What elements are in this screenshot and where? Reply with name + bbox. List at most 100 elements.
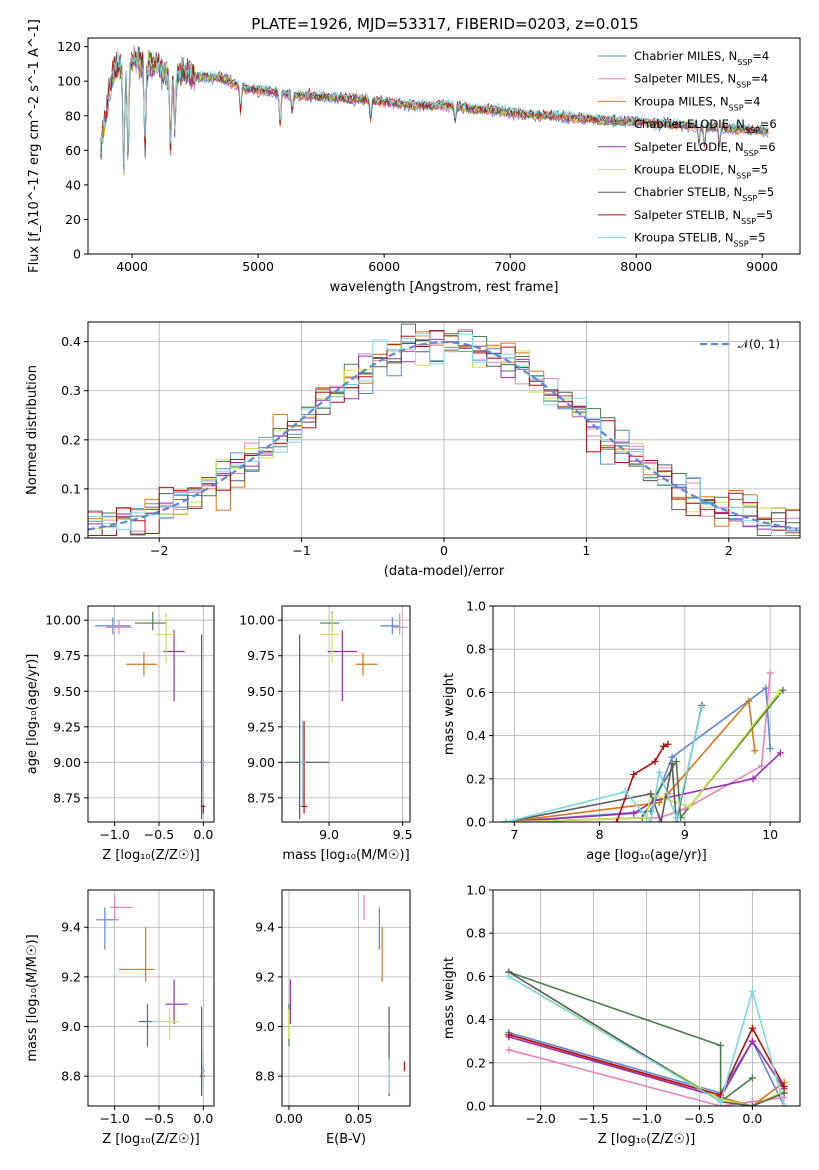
legend-count: =5: [751, 163, 768, 177]
data-point-marker: [717, 1098, 725, 1106]
y-tick-label: 120: [57, 39, 81, 54]
mass-weight-line: [508, 1033, 785, 1106]
y-tick-label: 0.2: [466, 1055, 486, 1070]
mass-weight-line: [508, 975, 785, 1106]
x-axis-label: Z [log₁₀(Z/Z☉)]: [102, 1132, 199, 1147]
x-axis-label: age [log₁₀(age/yr)]: [586, 848, 707, 863]
y-tick-label: 0.0: [466, 1099, 486, 1114]
panel-mass_vs_Z: −1.0 −0.5 0.0 8.8 9.0 9.2 9.4 Z [log₁₀(Z/Z☉)] ma…: [25, 889, 215, 1147]
legend-subscript: SSP: [734, 239, 749, 248]
legend-subscript: SSP: [736, 171, 751, 180]
y-tick-label: 8.8: [255, 1069, 275, 1084]
data-point-marker: [660, 742, 668, 750]
data-point-marker: [766, 745, 774, 753]
data-point-marker: [502, 818, 510, 822]
legend-count: =6: [760, 117, 777, 131]
axes-frame: [281, 605, 411, 823]
x-tick-label: 0.05: [345, 1111, 373, 1126]
data-point-marker: [630, 770, 638, 778]
data-point-marker: [655, 768, 663, 776]
x-tick-label: −0.5: [684, 1111, 714, 1126]
data-point-marker: [745, 697, 753, 705]
x-tick-label: −1.0: [631, 1111, 661, 1126]
mass-weight-line: [508, 971, 753, 1104]
data-point-marker: [685, 803, 693, 811]
axes-frame: [492, 605, 801, 823]
y-tick-label: 10.00: [45, 613, 81, 628]
y-tick-label: 0.2: [61, 432, 81, 447]
x-axis-label: (data-model)/error: [384, 564, 505, 579]
y-axis-label: age [log₁₀(age/yr)]: [25, 654, 40, 775]
data-point-marker: [505, 972, 513, 980]
data-point-marker: [505, 1031, 513, 1039]
data-point-marker: [748, 988, 756, 996]
legend-entry: Chabrier ELODIE, NSSP=6: [634, 117, 777, 135]
x-tick-label: −1.0: [99, 1111, 129, 1126]
y-tick-label: 9.25: [53, 719, 81, 734]
y-tick-label: 0: [73, 247, 81, 262]
data-point-marker: [780, 1083, 788, 1091]
mass-weight-line: [508, 1036, 785, 1099]
x-tick-label: 7: [510, 827, 518, 842]
legend-count: =5: [749, 231, 766, 245]
y-tick-label: 0.6: [466, 969, 486, 984]
plot-area: [505, 968, 788, 1106]
legend-count: =5: [757, 185, 774, 199]
legend-entry: Salpeter STELIB, NSSP=5: [634, 208, 773, 226]
data-point-marker: [657, 818, 665, 822]
data-point-marker: [647, 790, 655, 798]
x-axis-label: E(B-V): [326, 1132, 366, 1147]
y-tick-label: 9.2: [255, 969, 275, 984]
y-tick-label: 9.2: [61, 969, 81, 984]
y-axis-label: Normed distribution: [25, 365, 40, 495]
y-axis-label: mass weight: [442, 673, 457, 755]
x-tick-label: 9000: [746, 259, 778, 274]
y-tick-label: 10.00: [239, 613, 275, 628]
legend-subscript: SSP: [742, 194, 757, 203]
data-point-marker: [780, 1102, 788, 1106]
y-tick-label: 100: [57, 74, 81, 89]
x-tick-label: 6000: [368, 259, 400, 274]
x-tick-label: −1.0: [99, 827, 129, 842]
legend-entry: Salpeter ELODIE, NSSP=6: [634, 140, 776, 158]
legend-entry: 𝒩(0, 1): [738, 337, 780, 351]
x-tick-label: 9.0: [319, 827, 339, 842]
data-point-marker: [505, 1046, 513, 1054]
y-tick-label: 0.8: [466, 642, 486, 657]
y-tick-label: 0.4: [61, 334, 81, 349]
plot-area: [95, 894, 206, 1097]
y-tick-label: 0.3: [61, 383, 81, 398]
plot-area: [100, 44, 769, 176]
x-tick-label: −1: [292, 543, 310, 558]
y-tick-label: 8.75: [247, 790, 275, 805]
y-tick-label: 9.0: [255, 1019, 275, 1034]
x-tick-label: 7000: [494, 259, 526, 274]
legend-subscript: SSP: [729, 103, 744, 112]
mass-weight-line: [505, 707, 703, 822]
data-point-marker: [748, 1024, 756, 1032]
mass-weight-line: [508, 1026, 785, 1097]
x-tick-label: −0.5: [144, 1111, 174, 1126]
legend-entry: Chabrier STELIB, NSSP=5: [634, 185, 774, 203]
data-point-marker: [775, 688, 783, 696]
histogram-series: [88, 330, 800, 536]
data-point-marker: [668, 753, 676, 761]
x-tick-label: 9: [681, 827, 689, 842]
data-point-marker: [613, 818, 621, 822]
y-tick-label: 9.50: [53, 684, 81, 699]
y-tick-label: 8.75: [53, 790, 81, 805]
legend-subscript: SSP: [741, 216, 756, 225]
panel-residuals: 𝒩(0, 1) −2 −1 0 1 2 0.0 0.1 0.2 0.3 0.4 (data-model…: [25, 321, 801, 579]
x-tick-label: 4000: [116, 259, 148, 274]
y-tick-label: 8.8: [61, 1069, 81, 1084]
y-tick-label: 9.4: [255, 920, 275, 935]
panel-spectrum: Chabrier MILES, NSSP=4 Salpeter MILES, NS…: [27, 19, 801, 295]
y-axis-label: mass [log₁₀(M/M☉)]: [25, 934, 40, 1061]
data-point-marker: [779, 686, 787, 694]
legend-count: =5: [756, 208, 773, 222]
x-tick-label: 5000: [242, 259, 274, 274]
data-point-marker: [748, 1074, 756, 1082]
data-point-marker: [748, 1102, 756, 1106]
x-axis-label: wavelength [Angstrom, rest frame]: [330, 280, 559, 295]
y-tick-label: 9.00: [53, 755, 81, 770]
